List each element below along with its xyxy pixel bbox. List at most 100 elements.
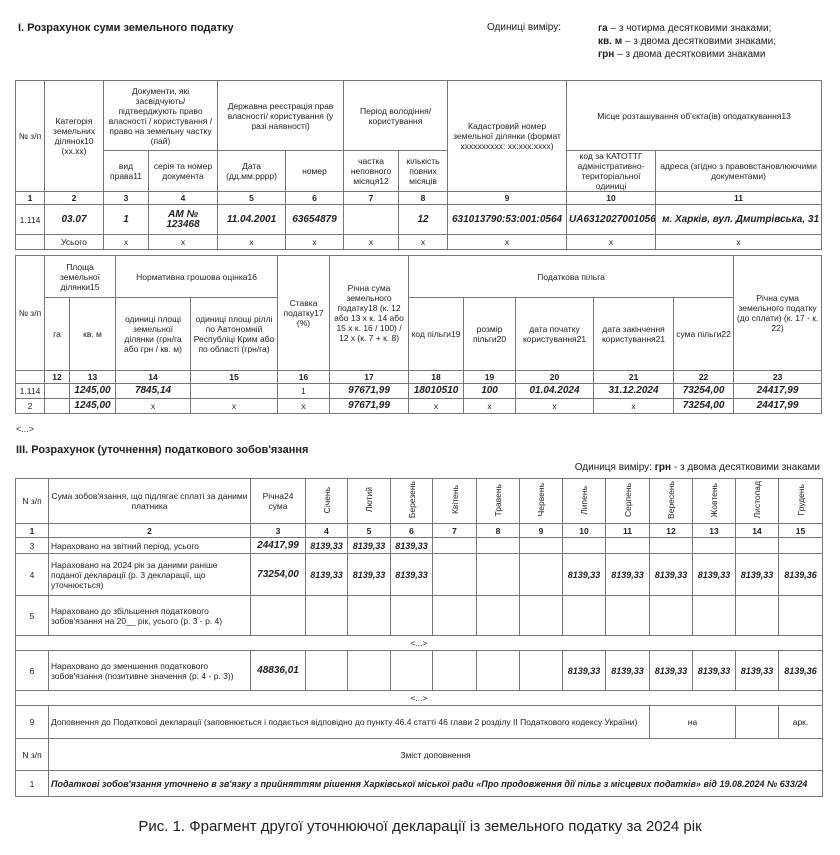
cell: [605, 537, 650, 554]
cell: 8139,33: [562, 553, 606, 596]
col-num: 17: [329, 370, 410, 384]
header-month: Травень: [476, 478, 520, 524]
month-label: Грудень: [795, 484, 806, 516]
cell: 8139,33: [562, 650, 606, 691]
month-label: Квітень: [449, 485, 460, 515]
col-num: 14: [735, 523, 779, 538]
cell: 6: [15, 650, 49, 691]
col-num: 9: [447, 191, 568, 205]
cell: Зміст доповнення: [48, 738, 823, 771]
cell: [562, 537, 606, 554]
cell: x: [408, 398, 465, 414]
cell: 24417,99: [733, 398, 823, 414]
cell: [649, 537, 693, 554]
cell: [476, 650, 520, 691]
section1-title: I. Розрахунок суми земельного податку: [18, 22, 234, 34]
cell: 1245,00: [68, 398, 117, 414]
cell: [778, 595, 823, 636]
col-num: 15: [190, 370, 279, 384]
subheader: номер: [285, 150, 345, 192]
cell: Нараховано до зменшення податкового зобо…: [48, 650, 251, 691]
col-num: 3: [103, 191, 149, 205]
table-row: 6 Нараховано до зменшення податкового зоб…: [15, 650, 823, 691]
cell: 31.12.2024: [593, 383, 675, 399]
col-num: 19: [463, 370, 517, 384]
units-suffix: - з двома десятковими знаками: [671, 462, 820, 473]
col-num: 20: [515, 370, 595, 384]
cell: x: [447, 234, 568, 250]
cell: x: [343, 234, 400, 250]
cell: 73254,00: [250, 553, 306, 596]
table-row: 2 1245,00 x x x 97671,99 x x x x 73254,00 24417,99: [15, 398, 823, 414]
cell: 3: [15, 537, 49, 554]
col-num: 23: [733, 370, 823, 384]
unit: кв. м: [598, 36, 623, 47]
cell: 8139,33: [605, 553, 650, 596]
cell: [476, 553, 520, 596]
col-num: 18: [408, 370, 465, 384]
cell: [476, 537, 520, 554]
col-num: 14: [115, 370, 192, 384]
cell: [343, 204, 400, 235]
cell: 2: [15, 398, 45, 414]
month-label: Січень: [321, 486, 332, 514]
cell: Нараховано до збільшення податкового зоб…: [48, 595, 251, 636]
month-label: Листопад: [752, 481, 762, 519]
header-month: Березень: [390, 478, 433, 524]
header-month: Вересень: [649, 478, 693, 524]
cell: [432, 537, 477, 554]
subheader: кв. м: [68, 297, 117, 371]
cell: на: [649, 705, 736, 739]
cell: 1: [15, 770, 49, 797]
header-area: Площа земельної ділянки15: [43, 255, 117, 298]
cell: x: [566, 234, 657, 250]
header-month: Липень: [562, 478, 606, 524]
cell: N з/п: [15, 738, 49, 771]
cell: x: [217, 234, 287, 250]
header-month: Січень: [305, 478, 348, 524]
sheets-count-field[interactable]: [735, 705, 779, 739]
cell: x: [147, 234, 219, 250]
cell: x: [515, 398, 595, 414]
cell: x: [190, 398, 279, 414]
cell: x: [593, 398, 675, 414]
header-month: Квітень: [432, 478, 477, 524]
cell: 8139,33: [649, 650, 693, 691]
col-num: 1: [15, 191, 45, 205]
cell: 24417,99: [250, 537, 306, 554]
cell: 03.07: [44, 204, 104, 235]
month-label: Лютий: [364, 487, 374, 513]
cell: [347, 595, 391, 636]
cell: 8139,36: [778, 650, 823, 691]
cell: [692, 537, 736, 554]
cell: x: [463, 398, 517, 414]
cell: 11.04.2001: [217, 204, 287, 235]
col-num: 21: [593, 370, 675, 384]
col-num: 6: [285, 191, 345, 205]
table-row: 4 Нараховано на 2024 рік за даними раніше…: [15, 553, 823, 596]
col-num: 5: [347, 523, 391, 538]
month-label: Жовтень: [709, 482, 719, 518]
cell: м. Харків, вул. Дмитрівська, 31: [655, 204, 823, 235]
cell: 73254,00: [673, 383, 735, 399]
header-month: Лютий: [347, 478, 391, 524]
subheader: розмір пільги20: [463, 297, 517, 371]
header-documents: Документи, які засвідчують/ підтверджуют…: [102, 80, 219, 151]
header-no: N з/п: [15, 478, 49, 524]
cell: [250, 595, 306, 636]
col-num: 4: [305, 523, 348, 538]
subheader: одиниці площі ріллі по Автономній Респуб…: [190, 297, 279, 371]
col-num: 9: [519, 523, 563, 538]
month-label: Липень: [579, 485, 589, 515]
subheader: кількість повних місяців: [398, 150, 449, 192]
cell: [735, 537, 779, 554]
cell: 97671,99: [329, 383, 410, 399]
month-label: Вересень: [666, 481, 676, 519]
cell: [44, 398, 70, 414]
cell: x: [277, 398, 331, 414]
col-num: 7: [432, 523, 477, 538]
month-label: Серпень: [622, 482, 633, 518]
header-rate: Ставка податку17 (%): [277, 255, 331, 371]
subheader: код пільги19: [408, 297, 465, 371]
subheader: серія та номер документа: [147, 150, 219, 192]
